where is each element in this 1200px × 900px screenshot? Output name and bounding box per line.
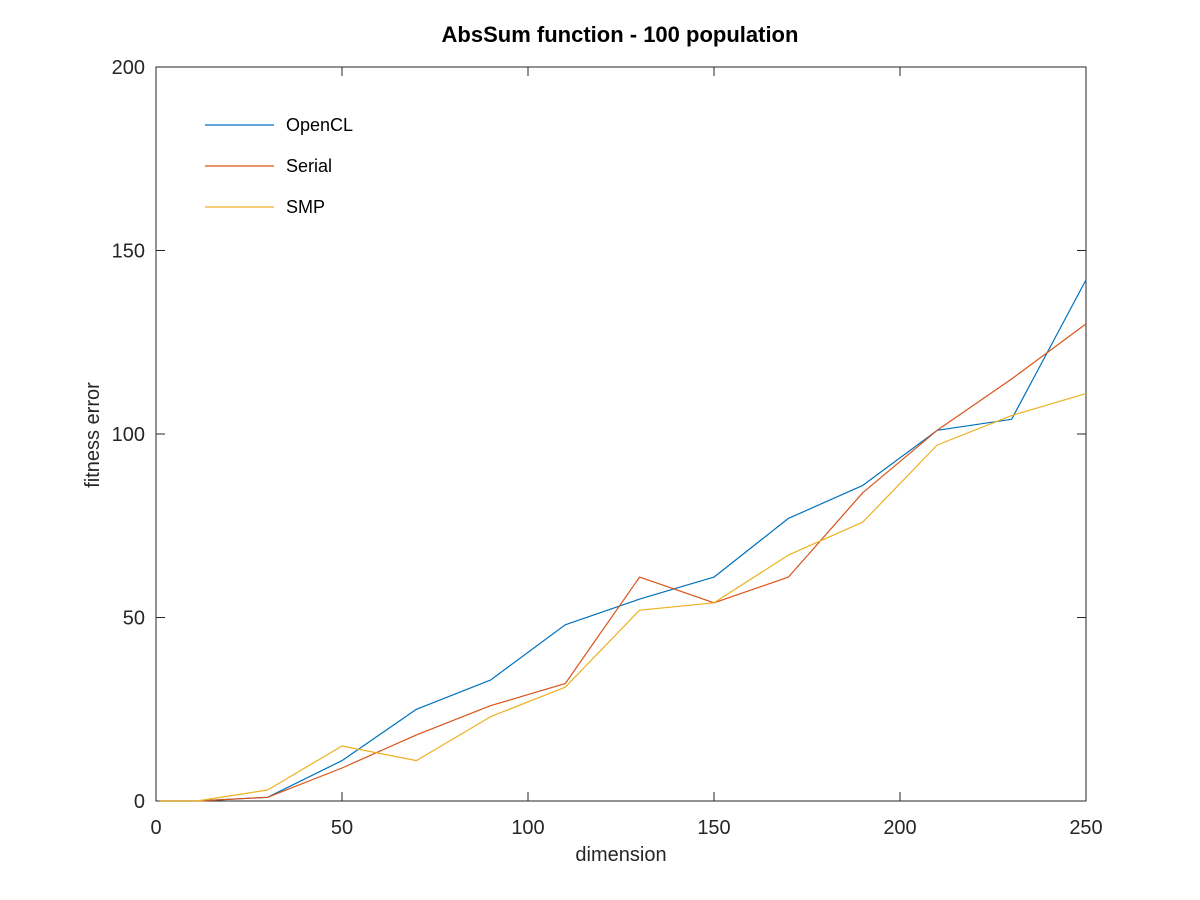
x-tick-label: 150 — [697, 817, 730, 839]
plot-area: 0 50 100 150 200 250 0 50 100 150 200 — [112, 57, 1103, 839]
series-line-opencl — [159, 279, 1087, 802]
y-tick-label: 50 — [123, 608, 145, 630]
legend-label-smp: SMP — [286, 197, 325, 217]
x-tick-label: 0 — [150, 817, 161, 839]
x-tick-label: 250 — [1069, 817, 1102, 839]
y-tick-label: 150 — [112, 241, 145, 263]
legend-label-opencl: OpenCL — [286, 115, 353, 135]
series-line-serial — [159, 323, 1087, 802]
y-tick-label: 0 — [134, 791, 145, 813]
series-line-smp — [159, 393, 1087, 802]
y-tick-label: 100 — [112, 424, 145, 446]
legend-label-serial: Serial — [286, 156, 332, 176]
chart-title: AbsSum function - 100 population — [442, 22, 799, 47]
x-tick-label: 200 — [883, 817, 916, 839]
y-tick-label: 200 — [112, 57, 145, 79]
legend: OpenCL Serial SMP — [205, 115, 353, 217]
x-tick-label: 100 — [511, 817, 544, 839]
y-axis-label: fitness error — [82, 382, 104, 488]
x-tick-label: 50 — [331, 817, 353, 839]
x-axis-label: dimension — [575, 844, 666, 866]
